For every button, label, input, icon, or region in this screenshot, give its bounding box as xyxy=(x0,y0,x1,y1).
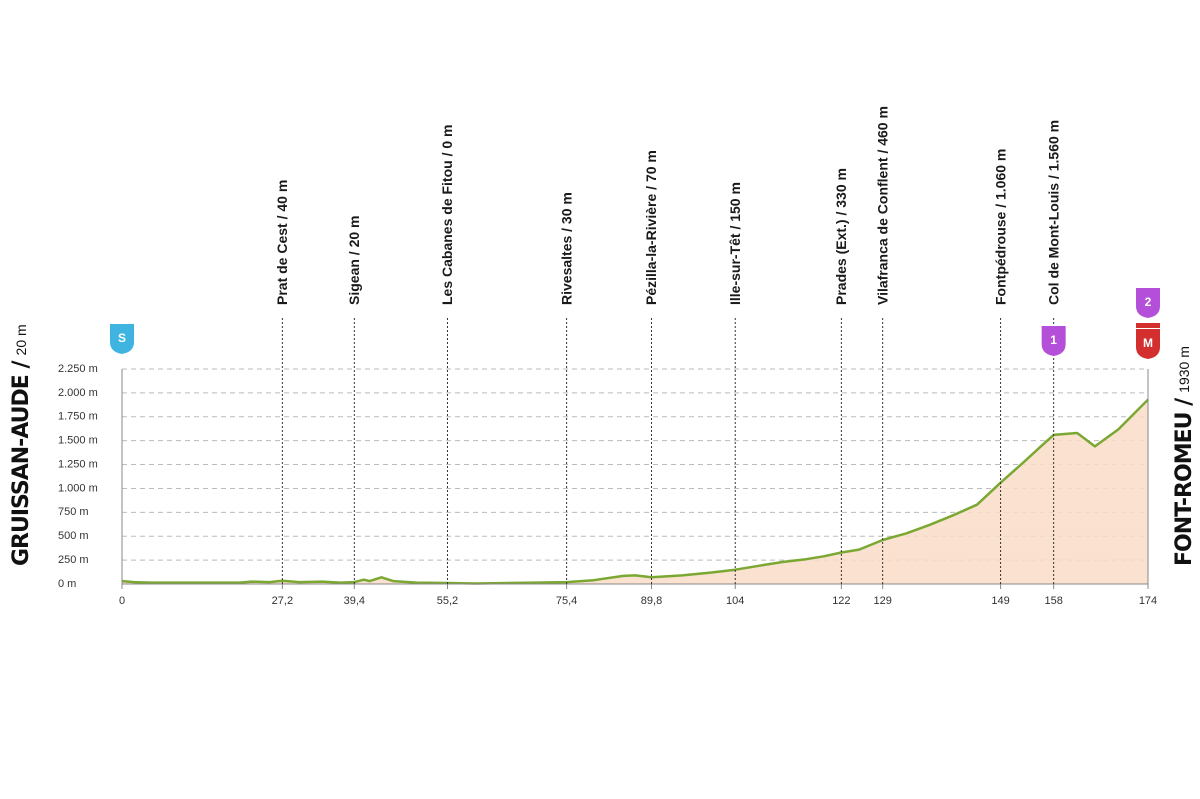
y-tick-label: 1.750 m xyxy=(58,411,98,423)
x-tick-label: 55,2 xyxy=(437,595,458,607)
waypoint-label: Pézilla-la-Rivière / 70 m xyxy=(643,150,659,305)
y-tick-label: 0 m xyxy=(58,578,76,590)
endpoint-name: GRUISSAN-AUDE / xyxy=(9,360,34,566)
finish-flag xyxy=(1136,323,1160,328)
start-icon: S xyxy=(118,331,126,345)
waypoint-label: Ille-sur-Têt / 150 m xyxy=(727,182,743,305)
waypoint-label: Rivesaltes / 30 m xyxy=(558,192,574,305)
climb-icon: 1 xyxy=(1050,333,1057,347)
x-tick-label: 149 xyxy=(991,595,1009,607)
waypoint-label: Prat de Cest / 40 m xyxy=(274,180,290,305)
endpoint-label: GRUISSAN-AUDE / 20 m xyxy=(9,324,34,566)
waypoint-label: Vilafranca de Conflent / 460 m xyxy=(874,106,890,305)
x-tick-label: 158 xyxy=(1044,595,1062,607)
x-tick-label: 122 xyxy=(832,595,850,607)
x-tick-label: 39,4 xyxy=(344,595,365,607)
endpoint-name: FONT-ROMEU / xyxy=(1172,397,1197,566)
endpoint-label: FONT-ROMEU / 1930 m xyxy=(1172,346,1197,566)
x-tick-label: 27,2 xyxy=(272,595,293,607)
elevation-line xyxy=(121,398,1149,585)
waypoint-label: Prades (Ext.) / 330 m xyxy=(833,168,849,305)
finish-icon: M xyxy=(1143,336,1153,350)
x-tick-label: 129 xyxy=(873,595,891,607)
climb-icon-badge xyxy=(1136,288,1160,318)
y-tick-label: 1.250 m xyxy=(58,458,98,470)
waypoint-label: Col de Mont-Louis / 1.560 m xyxy=(1045,120,1061,305)
x-tick-label: 104 xyxy=(726,595,744,607)
waypoint-label: Fontpédrouse / 1.060 m xyxy=(992,149,1008,305)
start-icon-badge xyxy=(110,324,134,354)
finish-icon-badge xyxy=(1136,329,1160,359)
climb-icon-badge xyxy=(1041,326,1066,356)
y-tick-label: 1.000 m xyxy=(58,482,98,494)
waypoint-label: Sigean / 20 m xyxy=(346,216,362,305)
y-tick-label: 750 m xyxy=(58,506,89,518)
climb-icon: 2 xyxy=(1145,295,1152,309)
x-tick-label: 174 xyxy=(1139,595,1157,607)
y-tick-label: 250 m xyxy=(58,554,89,566)
x-tick-label: 89,8 xyxy=(641,595,662,607)
y-tick-label: 500 m xyxy=(58,530,89,542)
x-tick-label: 75,4 xyxy=(556,595,577,607)
endpoint-elevation: 1930 m xyxy=(1176,346,1192,393)
y-tick-label: 1.500 m xyxy=(58,435,98,447)
waypoint-label: Les Cabanes de Fitou / 0 m xyxy=(439,125,455,306)
x-tick-label: 0 xyxy=(119,595,125,607)
endpoint-elevation: 20 m xyxy=(13,324,29,355)
y-tick-label: 2.000 m xyxy=(58,387,98,399)
y-tick-label: 2.250 m xyxy=(58,363,98,375)
